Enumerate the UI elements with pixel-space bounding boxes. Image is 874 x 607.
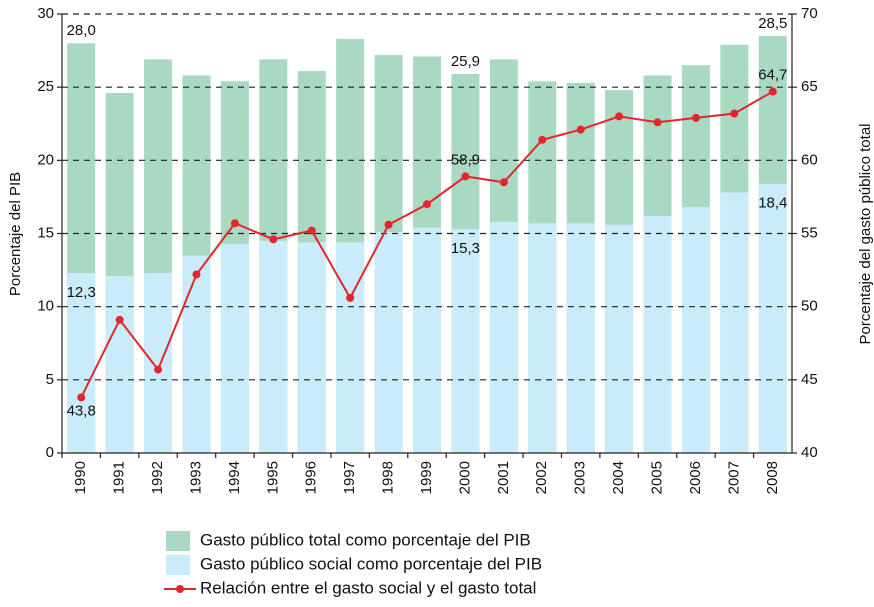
line-marker (730, 109, 739, 118)
bar (259, 240, 288, 453)
x-tick-label: 2005 (648, 461, 665, 494)
bar (681, 207, 710, 453)
line-marker (538, 135, 547, 144)
line-marker (691, 113, 700, 122)
line-marker (269, 235, 278, 244)
data-label: 28,5 (758, 15, 787, 32)
data-label: 43,8 (67, 402, 96, 419)
y2-tick-label: 40 (801, 444, 818, 461)
x-tick-label: 2007 (725, 461, 742, 494)
line-marker (461, 172, 470, 181)
legend-swatch (166, 531, 190, 551)
line-marker (346, 293, 355, 302)
line-marker (154, 365, 163, 374)
x-tick-label: 2002 (533, 461, 550, 494)
legend-label: Gasto público social como porcentaje del… (200, 554, 542, 573)
y-tick-label: 10 (37, 298, 54, 315)
bar (489, 221, 518, 453)
x-tick-label: 2001 (495, 461, 512, 494)
x-tick-label: 1995 (264, 461, 281, 494)
bar (105, 275, 134, 453)
y2-tick-label: 60 (801, 151, 818, 168)
bar (182, 255, 211, 453)
bar (374, 232, 403, 453)
data-label: 25,9 (451, 53, 480, 70)
x-tick-label: 1990 (72, 461, 89, 494)
line-marker (384, 220, 393, 229)
legend-label: Relación entre el gasto social y el gast… (200, 578, 536, 597)
y2-tick-label: 45 (801, 371, 818, 388)
bar (336, 242, 365, 453)
bar (67, 273, 96, 453)
bar (297, 242, 326, 453)
bar (528, 223, 557, 453)
data-label: 58,9 (451, 151, 480, 168)
bar (566, 223, 595, 453)
bar (451, 229, 480, 453)
x-tick-label: 1994 (226, 461, 243, 494)
x-tick-label: 2006 (687, 461, 704, 494)
y-axis-label: Porcentaje del PIB (7, 172, 24, 296)
y-tick-label: 30 (37, 5, 54, 22)
line-marker (576, 125, 585, 134)
bar (413, 227, 441, 453)
data-label: 64,7 (758, 67, 787, 84)
data-label: 15,3 (451, 240, 480, 257)
legend-swatch (166, 555, 190, 575)
x-tick-label: 1996 (303, 461, 320, 494)
bar (144, 273, 173, 453)
data-label: 12,3 (67, 284, 96, 301)
x-tick-label: 1993 (187, 461, 204, 494)
x-tick-label: 1991 (111, 461, 128, 494)
y2-axis-label: Porcentaje del gasto público total (857, 124, 874, 345)
line-marker (423, 200, 431, 209)
y2-tick-label: 55 (801, 224, 818, 241)
bar (720, 192, 749, 453)
bar (643, 215, 672, 453)
legend-label: Gasto público total como porcentaje del … (200, 530, 531, 549)
x-tick-label: 1992 (149, 461, 166, 494)
bar (758, 183, 787, 453)
line-marker (653, 118, 662, 127)
line-marker (192, 270, 201, 279)
bar (605, 224, 634, 453)
x-tick-label: 2004 (610, 461, 627, 494)
x-tick-label: 2000 (456, 461, 473, 494)
line-marker (77, 393, 86, 402)
line-marker (230, 219, 239, 228)
line-marker (768, 87, 777, 96)
line-marker (499, 178, 508, 187)
legend-marker (176, 585, 184, 593)
x-tick-label: 1998 (380, 461, 397, 494)
y2-tick-label: 65 (801, 78, 818, 95)
x-tick-label: 2008 (764, 461, 781, 494)
line-marker (615, 112, 624, 121)
y-tick-label: 5 (46, 371, 54, 388)
y2-tick-label: 70 (801, 5, 818, 22)
bar (220, 243, 249, 453)
y-tick-label: 20 (37, 151, 54, 168)
data-label: 28,0 (67, 22, 96, 39)
y-tick-label: 0 (46, 444, 54, 461)
line-marker (307, 226, 316, 235)
line-marker (115, 315, 124, 324)
x-tick-label: 1999 (418, 461, 435, 494)
data-label: 18,4 (758, 195, 787, 212)
x-tick-label: 1997 (341, 461, 358, 494)
y-tick-label: 15 (37, 224, 54, 241)
x-tick-label: 2003 (572, 461, 589, 494)
y2-tick-label: 50 (801, 298, 818, 315)
y-tick-label: 25 (37, 78, 54, 95)
